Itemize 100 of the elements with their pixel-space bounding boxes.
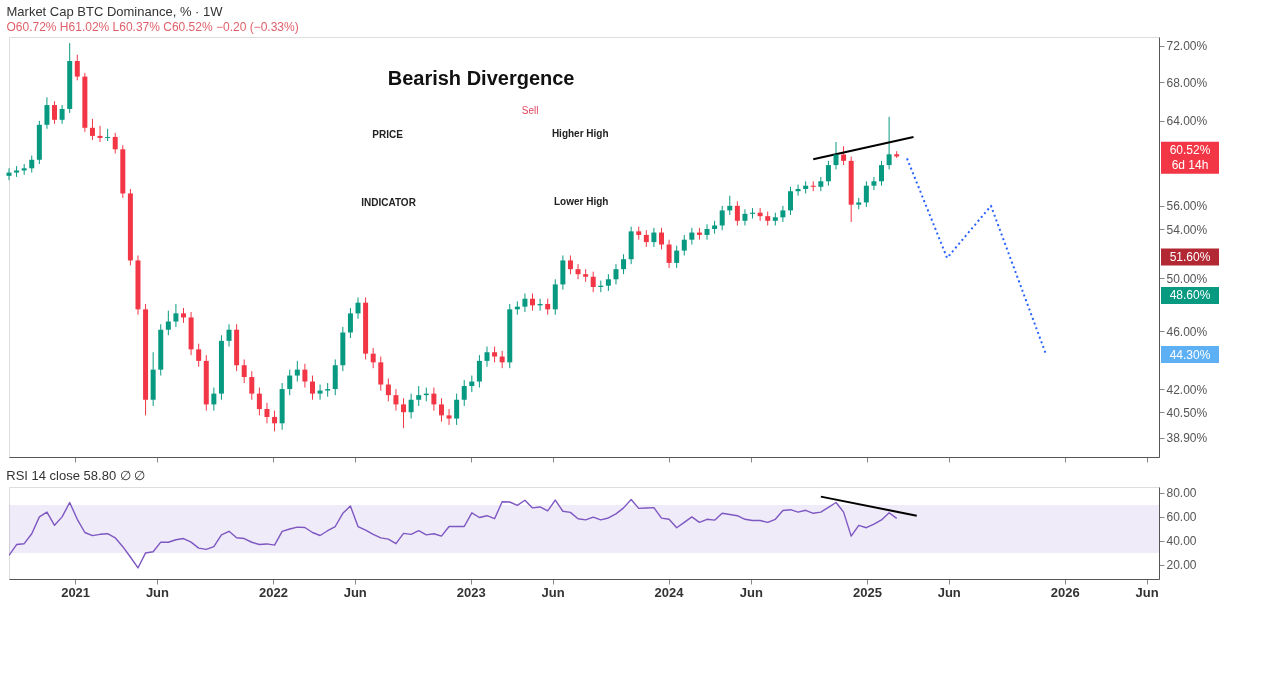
annotation: Sell — [521, 105, 539, 117]
text: 60.52% 6d 14h — [1169, 143, 1211, 173]
candlestick — [787, 186, 793, 216]
y-tick-label: 38.90% — [1166, 431, 1208, 446]
candlestick — [567, 254, 573, 275]
candlestick — [416, 385, 422, 407]
candlestick — [89, 118, 95, 141]
candlestick — [173, 303, 179, 328]
candlestick — [74, 54, 80, 81]
candlestick — [385, 378, 391, 402]
y-tick-label: 46.00% — [1166, 324, 1208, 339]
annotation: Bearish Divergence — [387, 66, 575, 89]
x-tick-label: 2021 — [61, 584, 91, 600]
text: 44.30% — [1169, 347, 1211, 362]
candlestick — [264, 402, 270, 424]
candlestick — [196, 343, 202, 368]
candlestick — [719, 205, 725, 231]
annotation: Lower High — [553, 195, 609, 207]
candlestick — [294, 360, 300, 383]
chart-title: RSI 14 close 58.80 ∅ ∅ — [6, 467, 146, 483]
y-tick-label: 64.00% — [1166, 114, 1208, 129]
candlestick — [97, 125, 103, 143]
candlestick — [408, 393, 414, 420]
x-tick-label: Jun — [1135, 584, 1159, 600]
candlestick — [841, 145, 847, 166]
y-tick-label: 54.00% — [1166, 222, 1208, 237]
y-tick-label: 50.00% — [1166, 271, 1208, 286]
candlestick — [476, 354, 482, 389]
x-tick-label: 2023 — [456, 584, 486, 600]
y-tick-label: 20.00 — [1166, 558, 1197, 573]
candlestick — [454, 393, 460, 426]
y-tick-label: 60.00 — [1166, 510, 1197, 525]
y-tick-label: 56.00% — [1166, 199, 1208, 214]
candlestick — [560, 254, 566, 291]
candlestick — [863, 180, 869, 208]
candlestick — [287, 369, 293, 396]
candlestick — [484, 346, 490, 368]
candlestick — [704, 223, 710, 241]
candlestick — [886, 116, 892, 170]
annotation: Higher High — [551, 127, 609, 139]
x-tick-label: Jun — [541, 584, 565, 600]
candlestick — [393, 388, 399, 412]
x-tick-label: 2025 — [852, 584, 882, 600]
line-series — [9, 498, 898, 569]
candlestick — [378, 356, 384, 392]
candlestick — [211, 387, 217, 412]
candlestick — [825, 160, 831, 187]
candlestick — [446, 408, 452, 426]
candlestick — [317, 384, 323, 401]
candlestick — [666, 239, 672, 269]
candlestick — [401, 397, 407, 429]
x-tick-label: Jun — [343, 584, 367, 600]
candlestick — [780, 205, 786, 223]
candlestick — [272, 410, 278, 432]
candlestick — [438, 397, 444, 423]
candlestick — [871, 176, 877, 191]
candlestick — [795, 184, 801, 197]
candlestick — [347, 307, 353, 339]
candlestick — [879, 160, 885, 187]
candlestick — [165, 310, 171, 336]
candlestick — [256, 387, 262, 416]
candlestick — [332, 358, 338, 396]
candlestick — [249, 370, 255, 401]
candlestick — [370, 347, 376, 369]
y-tick-label: 68.00% — [1166, 75, 1208, 90]
candlestick — [613, 263, 619, 285]
candlestick — [112, 132, 118, 154]
candlestick — [105, 128, 111, 142]
candlestick — [6, 167, 12, 181]
candlestick — [241, 358, 247, 384]
candlestick — [674, 245, 680, 269]
candlestick — [226, 323, 232, 348]
x-tick-label: 2022 — [258, 584, 288, 600]
candlestick — [651, 227, 657, 248]
x-tick-label: 2026 — [1050, 584, 1080, 600]
candlestick — [44, 96, 50, 130]
candlestick — [742, 208, 748, 226]
annotation: INDICATOR — [361, 197, 417, 209]
text: 51.60% — [1169, 250, 1211, 264]
y-tick-label: 40.50% — [1166, 405, 1208, 420]
y-tick-label: 42.00% — [1166, 382, 1208, 397]
chart-title: Market Cap BTC Dominance, % · 1W — [6, 4, 224, 19]
candlestick — [309, 375, 315, 401]
x-tick-label: 2024 — [654, 584, 685, 600]
candlestick — [355, 296, 361, 320]
candlestick — [734, 200, 740, 226]
candlestick — [52, 100, 58, 125]
annotation: PRICE — [372, 128, 404, 140]
candlestick — [59, 104, 65, 125]
candlestick — [681, 234, 687, 256]
y-tick-label: 72.00% — [1166, 39, 1208, 54]
chart-subtitle: O60.72% H61.02% L60.37% C60.52% −0.20 (−0.33%) — [6, 20, 299, 34]
candlestick — [522, 292, 528, 313]
x-tick-label: Jun — [145, 584, 170, 600]
candlestick — [575, 263, 581, 280]
x-tick-label: Jun — [739, 584, 764, 600]
candlestick — [431, 387, 437, 412]
y-tick-label: 80.00 — [1166, 486, 1197, 501]
y-tick-label: 40.00 — [1166, 534, 1197, 549]
candlestick — [659, 227, 664, 250]
